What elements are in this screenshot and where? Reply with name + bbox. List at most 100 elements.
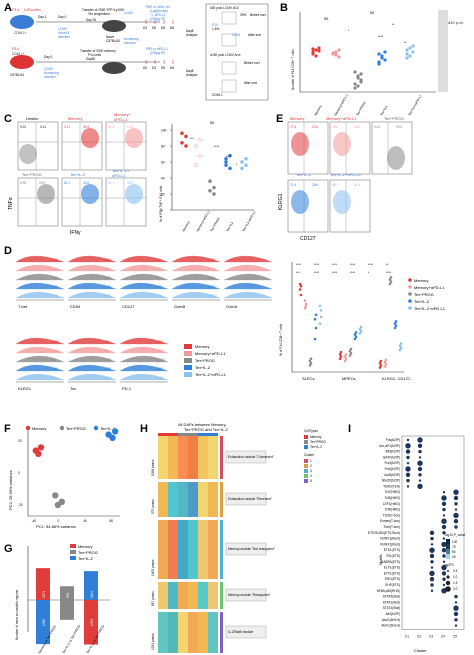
h-legend-swatch bbox=[304, 445, 308, 449]
e-quadrant-value: 58.7 bbox=[332, 183, 338, 187]
d-legend-label: Tex^PROG bbox=[195, 358, 215, 363]
h-module-label: Exhaustion-module "Conserved" bbox=[228, 455, 274, 459]
a-row2-transfer: Transfer of 2500 memory bbox=[80, 49, 116, 53]
h-heat-cell bbox=[168, 436, 178, 479]
b-xlabels: Memory Memory+αPD-L1 Tex^PROG Tex^IL2 Tex^IL… bbox=[313, 93, 422, 116]
i-legend-tick: 100 bbox=[452, 540, 458, 544]
e-dot bbox=[354, 335, 358, 339]
d-mfi-value: 3774 bbox=[208, 267, 215, 271]
a-row1-transfer2: Tex progenitors bbox=[88, 12, 110, 16]
i-legend-tick: 75 bbox=[452, 545, 456, 549]
d-mfi-value: 564 bbox=[52, 294, 58, 298]
g-legend-label: Tex^PROG bbox=[78, 550, 98, 555]
d-histogram bbox=[67, 273, 117, 281]
a-row1-lcmv-arm3: infection bbox=[124, 41, 136, 45]
g-bar-top-value: 551 bbox=[66, 592, 70, 598]
d-mfi-value: 419 bbox=[104, 340, 110, 344]
a-day-label: D0 bbox=[143, 66, 147, 70]
i-dot bbox=[441, 564, 447, 571]
i-size-dot bbox=[445, 586, 451, 592]
d-histogram bbox=[119, 264, 169, 272]
a-sort-dot2 bbox=[221, 33, 237, 47]
d-mfi-value: 2772 bbox=[208, 258, 215, 262]
d-mfi-value: 5873 bbox=[208, 285, 215, 289]
i-dotplot: Fos(bZIP) Jun-AP1(bZIP) Atf3(bZIP)BATF(bZI… bbox=[368, 435, 465, 638]
a-sort-pct-before: 39% bbox=[240, 13, 247, 17]
i-size-dot bbox=[445, 580, 451, 586]
e-dot bbox=[299, 284, 303, 288]
e-dot bbox=[304, 304, 308, 308]
i-motif-label: JunB(bZIP) bbox=[384, 473, 400, 477]
b-dot bbox=[380, 54, 384, 58]
i-dot bbox=[442, 537, 446, 540]
i-motif-label: Atf1(bZIP) bbox=[385, 612, 400, 616]
a-day-label: D8 bbox=[170, 26, 174, 30]
f-point bbox=[52, 492, 59, 499]
i-dot bbox=[454, 618, 458, 622]
e-dot bbox=[298, 288, 302, 291]
h-cluster-bar bbox=[220, 436, 223, 479]
i-dot bbox=[441, 501, 447, 506]
f-xtick: -40 bbox=[32, 519, 37, 523]
i-motif-label: BATF(bZIP) bbox=[383, 455, 400, 459]
e-stat: **** bbox=[296, 263, 302, 267]
i-motif-label: TEAD(TEA) bbox=[383, 484, 400, 488]
b-dot bbox=[314, 54, 318, 58]
i-dot bbox=[453, 605, 459, 611]
a-day-label: D3 bbox=[143, 26, 147, 30]
i-motif-label: Fli1(ETS) bbox=[387, 554, 400, 558]
f-ticks: -40 0 40 80 -20 0 20 bbox=[18, 439, 113, 523]
e-dot bbox=[318, 304, 322, 308]
a-row2-day0: Day 0 bbox=[44, 55, 53, 59]
mouse-naive-icon bbox=[102, 20, 126, 32]
b-dot bbox=[337, 48, 341, 52]
i-dot bbox=[418, 449, 422, 454]
f-ytick: -20 bbox=[18, 503, 23, 507]
b-side-title: d40 p.ch bbox=[448, 20, 463, 25]
e-dot bbox=[399, 342, 403, 345]
a-row1-mouse-sub: IL2Rα-ortho bbox=[24, 8, 41, 12]
i-dot bbox=[430, 560, 434, 564]
d-histogram bbox=[119, 355, 169, 363]
a-sort-after2: After sort bbox=[244, 81, 257, 85]
e-legend-dot bbox=[408, 306, 412, 310]
e-stat: **** bbox=[332, 271, 338, 275]
h-legend-label: Memory bbox=[310, 435, 322, 439]
f-legend-label: Memory bbox=[32, 426, 46, 431]
f-point bbox=[109, 434, 116, 441]
d-legend-swatch bbox=[184, 351, 192, 356]
f-point bbox=[35, 450, 42, 457]
e-dot bbox=[383, 365, 387, 368]
i-dot bbox=[442, 554, 446, 558]
i-dot bbox=[441, 518, 447, 524]
a-row2-lcmv2: Armstrong bbox=[44, 71, 59, 75]
d-histogram bbox=[119, 282, 169, 290]
i-motif-label: ERG(ETS) bbox=[385, 577, 400, 581]
e-legend-dot bbox=[408, 278, 412, 282]
d-histogram bbox=[223, 291, 273, 299]
h-module-box bbox=[225, 542, 267, 556]
i-dot bbox=[430, 566, 434, 569]
i-size-dot bbox=[446, 575, 450, 579]
h-heat-cell bbox=[158, 520, 168, 579]
e-dot bbox=[379, 359, 383, 363]
h-module-label: Memory-module "Reacquired" bbox=[228, 593, 270, 597]
c-dot bbox=[198, 153, 202, 158]
e-quadrant-value: 71.4 bbox=[290, 183, 296, 187]
i-dot bbox=[430, 536, 434, 541]
i-dot bbox=[406, 478, 410, 483]
h-legend-label: Tex^PROG bbox=[310, 440, 326, 444]
a-sort-before: Before sort bbox=[250, 13, 266, 17]
d-histogram bbox=[67, 282, 117, 290]
e-dot bbox=[353, 333, 357, 336]
i-dot bbox=[454, 601, 458, 604]
i-dot bbox=[454, 508, 458, 511]
h-heat-cell bbox=[178, 482, 188, 517]
i-cluster-label: C4 bbox=[441, 634, 445, 638]
c-dot bbox=[184, 134, 188, 139]
e-dot bbox=[379, 364, 383, 367]
c-dot bbox=[194, 144, 198, 148]
b-dot bbox=[353, 86, 357, 90]
f-legend-label: Tex^IL-2 bbox=[100, 426, 116, 431]
e-dot bbox=[319, 315, 323, 319]
